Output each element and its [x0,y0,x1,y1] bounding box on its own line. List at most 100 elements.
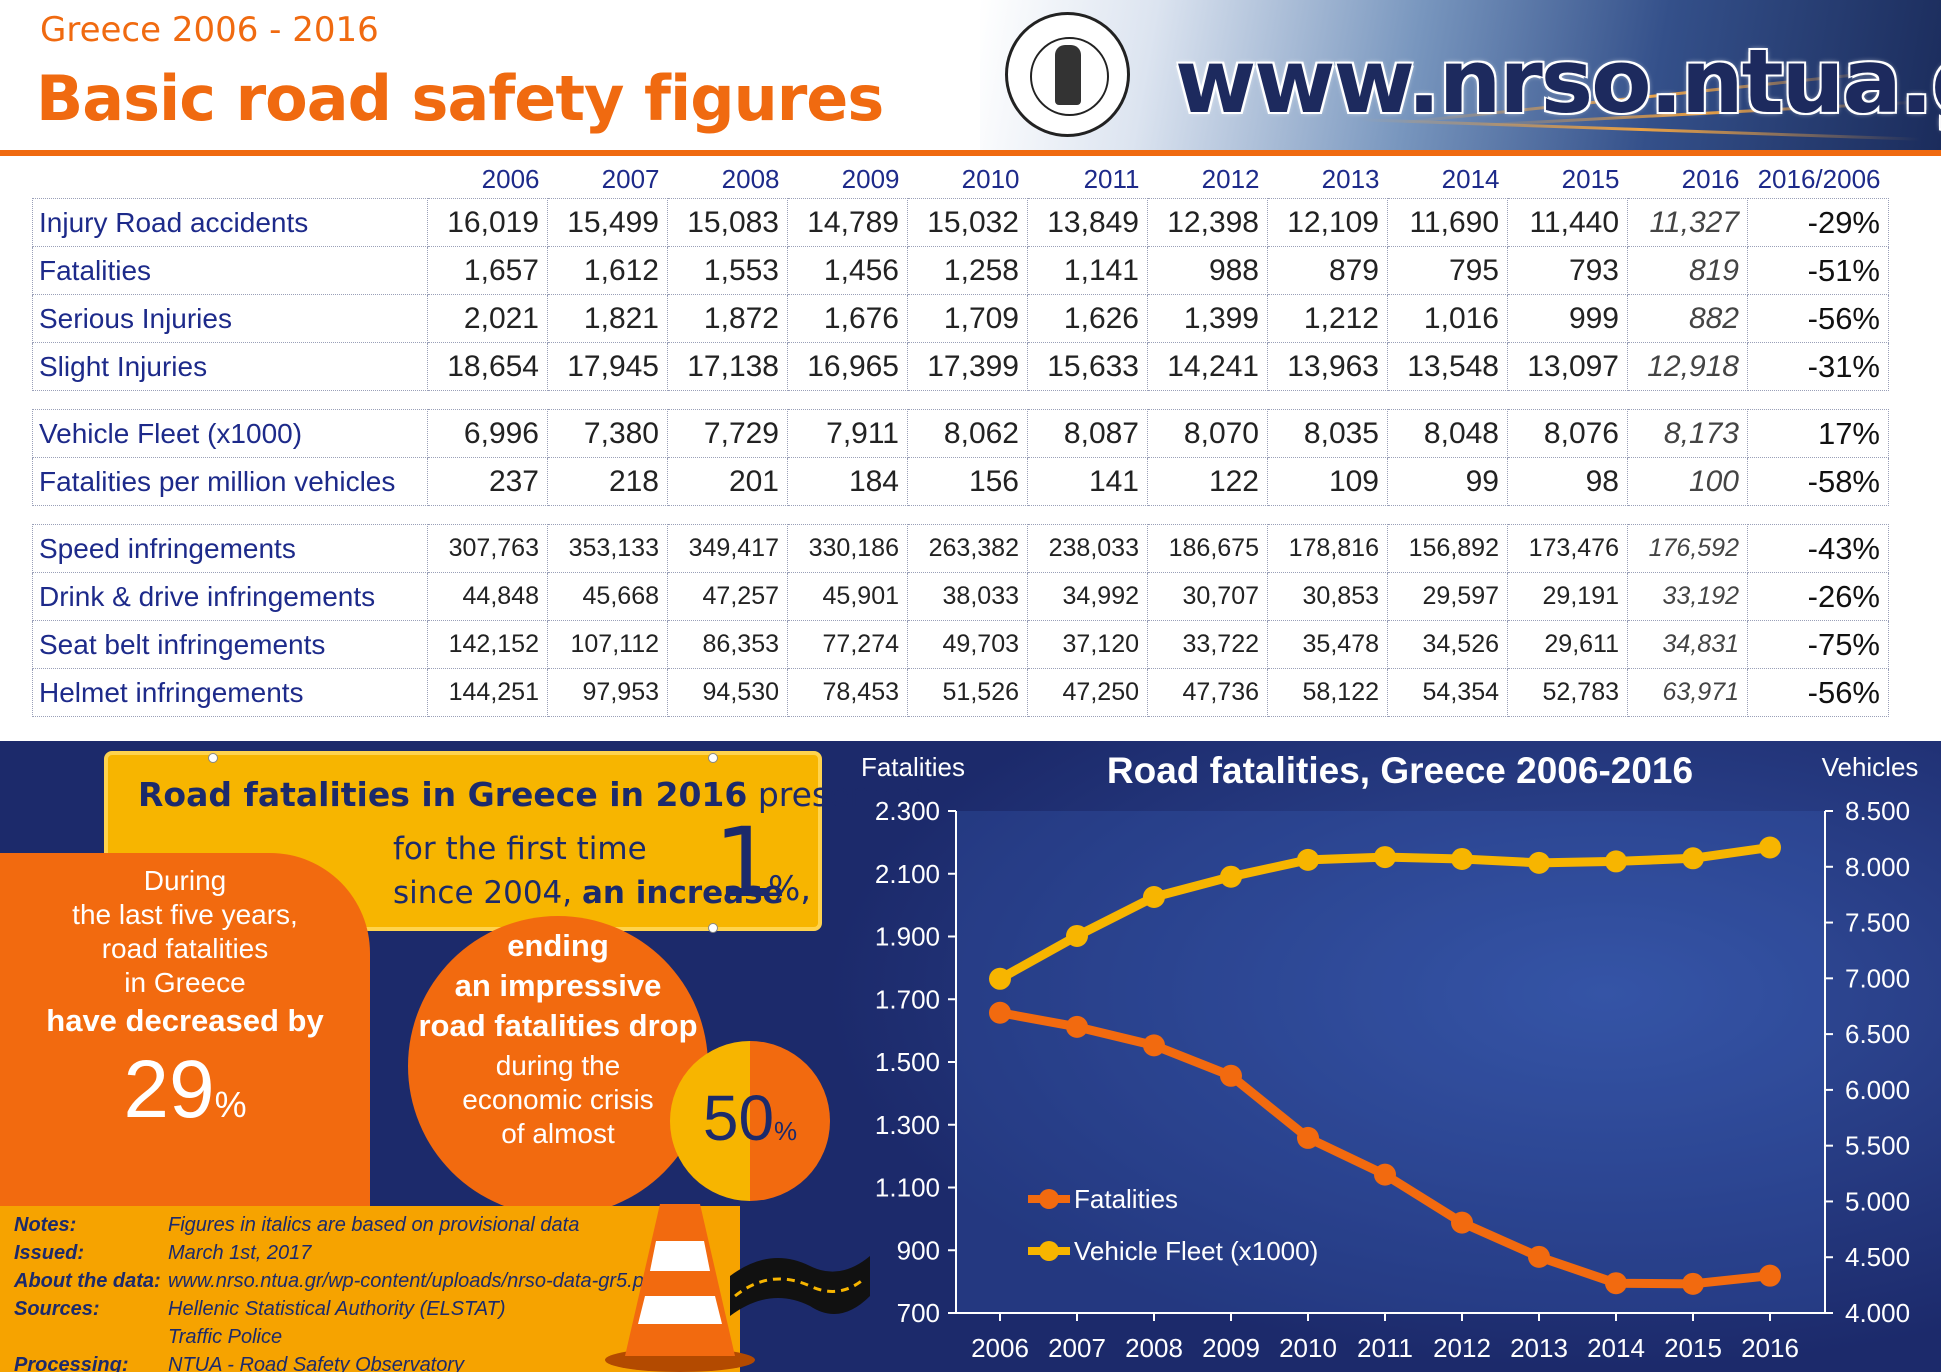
note-key: Processing: [14,1354,129,1372]
table-cell: 33,192 [1627,572,1748,621]
table-cell: 49,703 [907,620,1028,669]
data-point [1297,848,1319,871]
table-cell: 12,109 [1267,198,1388,247]
row-label: Slight Injuries [32,342,428,391]
table-cell: 141 [1027,457,1148,506]
y-tick-label-left: 900 [897,1235,940,1265]
table-row: Seat belt infringements 142,152 107,112 86,… [32,620,1889,669]
row-label: Fatalities [32,246,428,295]
page-title: Basic road safety figures [36,62,884,135]
table-cell: 86,353 [667,620,788,669]
table-cell: 45,901 [787,572,908,621]
table-cell: 12,918 [1627,342,1748,391]
table-cell: 1,626 [1027,294,1148,343]
note-key: About the data: [14,1270,161,1292]
table-cell: 12,398 [1147,198,1268,247]
year-header: 2010 [961,163,1020,194]
website-link[interactable]: www.nrso.ntua.gr [1175,30,1941,133]
change-cell: 17% [1747,409,1889,458]
figures-table-section: 2006 2007 2008 2009 2010 2011 2012 2013 2014 2015… [0,156,1941,741]
chart-title: Road fatalities, Greece 2006-2016 [1107,750,1693,791]
table-cell: 14,789 [787,198,908,247]
note-value: www.nrso.ntua.gr/wp-content/uploads/nrso… [168,1270,661,1292]
change-cell: -43% [1747,524,1889,573]
table-row: Drink & drive infringements 44,848 45,668 4… [32,572,1889,621]
table-cell: 1,399 [1147,294,1268,343]
table-cell: 1,212 [1267,294,1388,343]
table-cell: 1,676 [787,294,908,343]
change-cell: -31% [1747,342,1889,391]
table-cell: 16,019 [427,198,548,247]
table-cell: 13,548 [1387,342,1508,391]
x-tick-label: 2009 [1202,1333,1260,1363]
table-cell: 29,597 [1387,572,1508,621]
table-cell: 14,241 [1147,342,1268,391]
table-cell: 1,141 [1027,246,1148,295]
note-key: Issued: [14,1242,85,1264]
table-cell: 51,526 [907,668,1028,717]
y-tick-label-left: 1.100 [875,1173,940,1203]
table-cell: 8,048 [1387,409,1508,458]
table-cell: 17,138 [667,342,788,391]
table-cell: 186,675 [1147,524,1268,573]
note-value: March 1st, 2017 [168,1242,312,1264]
table-cell: 47,736 [1147,668,1268,717]
table-cell: 178,816 [1267,524,1388,573]
table-cell: 11,690 [1387,198,1508,247]
table-cell: 33,722 [1147,620,1268,669]
table-row: Fatalities per million vehicles 237 218 201… [32,457,1889,506]
table-row: Serious Injuries 2,021 1,821 1,872 1,676 1,70… [32,294,1889,343]
y-axis-right-label: Vehicles [1822,752,1919,782]
y-tick-label-right: 4.000 [1845,1298,1910,1328]
table-cell: 34,992 [1027,572,1148,621]
fatalities-chart: Road fatalities, Greece 2006-2016 Fatali… [861,750,1919,1363]
callout-line1: Road fatalities in Greece in 2016 presen… [138,775,925,814]
table-cell: 156,892 [1387,524,1508,573]
ntua-seal-logo [1005,12,1130,137]
year-header: 2014 [1441,163,1500,194]
table-cell: 45,668 [547,572,668,621]
table-cell: 819 [1627,246,1748,295]
table-cell: 122 [1147,457,1268,506]
data-point [1528,851,1550,874]
table-cell: 35,478 [1267,620,1388,669]
table-cell: 7,911 [787,409,908,458]
table-cell: 1,872 [667,294,788,343]
table-cell: 15,083 [667,198,788,247]
header-banner-image [980,0,1941,150]
y-tick-label-right: 7.500 [1845,908,1910,938]
table-row: Injury Road accidents 16,019 15,499 15,083 1… [32,198,1889,247]
five-year-decrease-panel: During the last five years, road fatalit… [0,853,370,1273]
row-label: Drink & drive infringements [32,572,428,621]
year-header: 2013 [1321,163,1380,194]
plot-background [956,811,1825,1313]
table-cell: 176,592 [1627,524,1748,573]
y-tick-label-right: 4.500 [1845,1242,1910,1272]
note-value: Hellenic Statistical Authority (ELSTAT) [168,1298,506,1320]
legend-label: Vehicle Fleet (x1000) [1074,1236,1318,1266]
data-point [1143,886,1165,909]
data-point [1297,1126,1319,1149]
data-point [1682,1272,1704,1295]
table-cell: 795 [1387,246,1508,295]
table-cell: 11,327 [1627,198,1748,247]
change-cell: -58% [1747,457,1889,506]
page-subtitle: Greece 2006 - 2016 [40,10,379,50]
table-cell: 94,530 [667,668,788,717]
table-cell: 15,633 [1027,342,1148,391]
table-cell: 1,258 [907,246,1028,295]
table-cell: 13,963 [1267,342,1388,391]
data-point [1605,1272,1627,1295]
table-cell: 1,709 [907,294,1028,343]
table-cell: 793 [1507,246,1628,295]
y-tick-label-right: 5.500 [1845,1131,1910,1161]
year-header: 2006 [481,163,540,194]
table-cell: 237 [427,457,548,506]
table-cell: 142,152 [427,620,548,669]
table-cell: 156 [907,457,1028,506]
table-row: Slight Injuries 18,654 17,945 17,138 16,965 1… [32,342,1889,391]
data-point [1759,1264,1781,1287]
table-cell: 1,612 [547,246,668,295]
table-cell: 58,122 [1267,668,1388,717]
data-point [1374,1163,1396,1186]
